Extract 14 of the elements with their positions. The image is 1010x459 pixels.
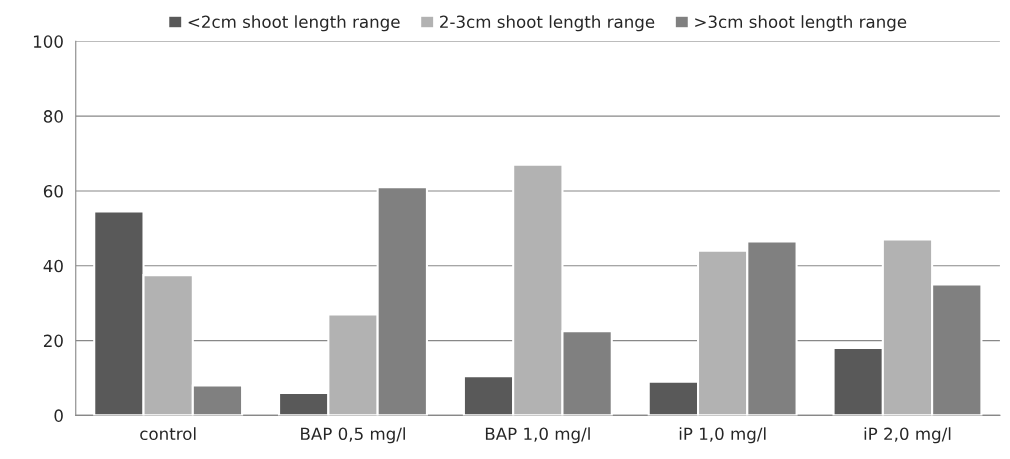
y-tick-label: 0 bbox=[54, 409, 63, 422]
y-tick-label: 80 bbox=[43, 110, 63, 123]
y-tick-label: 60 bbox=[43, 184, 63, 198]
x-tick-label: iP 1,0 mg/l bbox=[679, 427, 766, 444]
y-tick-label: 40 bbox=[43, 259, 63, 273]
y-tick-label: 20 bbox=[43, 334, 63, 348]
x-tick-label: BAP 0,5 mg/l bbox=[301, 427, 405, 444]
x-tick-label: iP 2,0 mg/l bbox=[864, 427, 951, 444]
legend-label: 2-3cm shoot length range bbox=[440, 15, 655, 32]
legend-label: >3cm shoot length range bbox=[695, 15, 907, 32]
x-tick-label: BAP 1,0 mg/l bbox=[485, 427, 590, 444]
x-tick-label: control bbox=[140, 427, 196, 441]
y-tick-label: 100 bbox=[33, 35, 63, 48]
legend-label: <2cm shoot length range bbox=[188, 15, 400, 32]
